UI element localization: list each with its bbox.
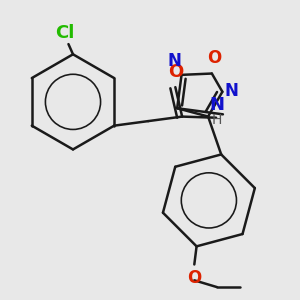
Text: H: H — [212, 113, 222, 127]
Text: O: O — [207, 49, 221, 67]
Text: N: N — [168, 52, 182, 70]
Text: N: N — [210, 96, 225, 114]
Text: O: O — [187, 269, 201, 287]
Text: Cl: Cl — [56, 24, 75, 42]
Text: N: N — [224, 82, 239, 100]
Text: O: O — [168, 64, 183, 82]
